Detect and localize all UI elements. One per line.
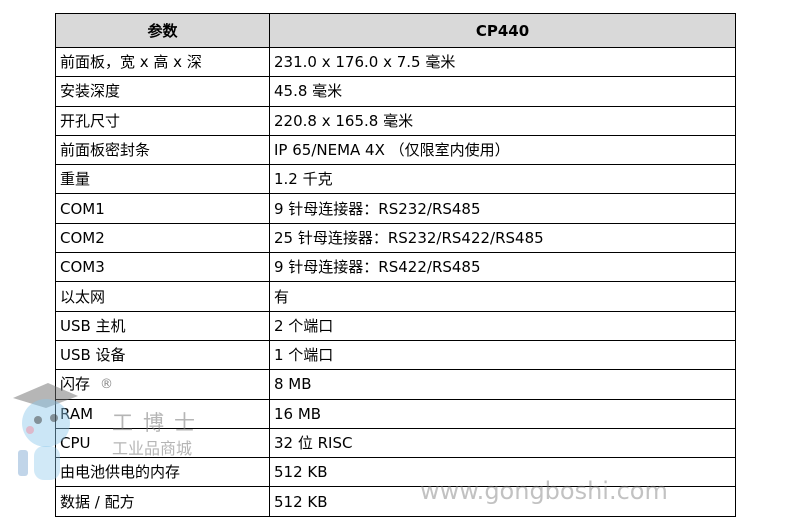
value-cell: IP 65/NEMA 4X （仅限室内使用） bbox=[269, 134, 736, 166]
parameter-text: USB 设备 bbox=[60, 346, 126, 365]
table-row: 开孔尺寸 220.8 x 165.8 毫米 bbox=[55, 105, 736, 136]
parameter-text: 重量 bbox=[60, 170, 91, 189]
parameter-cell: 由电池供电的内存 bbox=[55, 457, 270, 488]
parameter-text: USB 主机 bbox=[60, 316, 126, 335]
parameter-text: 前面板，宽 x 高 x 深 bbox=[60, 53, 202, 72]
parameter-cell: 安装深度 bbox=[55, 76, 270, 107]
registered-mark: ® bbox=[100, 377, 113, 392]
parameter-text: 以太网 bbox=[60, 287, 106, 306]
value-cell: 16 MB bbox=[269, 398, 736, 429]
value-text: 8 MB bbox=[274, 375, 312, 394]
parameter-cell: 以太网 bbox=[55, 281, 270, 312]
value-cell: 8 MB bbox=[269, 369, 736, 400]
table-row: RAM 16 MB bbox=[55, 398, 736, 429]
table-row: COM1 9 针母连接器：RS232/RS485 bbox=[55, 193, 736, 224]
table-row: 前面板，宽 x 高 x 深 231.0 x 176.0 x 7.5 毫米 bbox=[55, 46, 736, 78]
parameter-cell: USB 设备 bbox=[55, 339, 270, 371]
value-cell: 有 bbox=[269, 281, 736, 312]
parameter-text: 安装深度 bbox=[60, 82, 121, 101]
parameter-text: 闪存 bbox=[60, 375, 91, 394]
parameter-cell: 重量 bbox=[55, 164, 270, 195]
parameter-cell: 数据 / 配方 bbox=[55, 486, 270, 517]
parameter-text: 数据 / 配方 bbox=[60, 492, 135, 511]
value-text: IP 65/NEMA 4X （仅限室内使用） bbox=[274, 141, 510, 160]
table-row: 重量 1.2 千克 bbox=[55, 164, 736, 195]
spec-table: 参数 CP440 前面板，宽 x 高 x 深 231.0 x 176.0 x 7.… bbox=[55, 13, 736, 517]
parameter-cell: 闪存 bbox=[55, 369, 270, 400]
parameter-text: COM2 bbox=[60, 228, 105, 247]
value-text: 有 bbox=[274, 287, 290, 306]
value-text: 1 个端口 bbox=[274, 346, 334, 365]
parameter-text: RAM bbox=[60, 404, 94, 423]
parameter-cell: RAM bbox=[55, 398, 270, 429]
value-cell: 9 针母连接器：RS232/RS485 bbox=[269, 193, 736, 224]
parameter-cell: COM3 bbox=[55, 252, 270, 283]
table-row: CPU 32 位 RISC bbox=[55, 427, 736, 459]
parameter-cell: CPU bbox=[55, 427, 270, 459]
table-row: 前面板密封条 IP 65/NEMA 4X （仅限室内使用） bbox=[55, 134, 736, 166]
header-cp440: CP440 bbox=[269, 13, 736, 48]
parameter-text: CPU bbox=[60, 434, 91, 452]
parameter-text: 前面板密封条 bbox=[60, 141, 151, 160]
parameter-cell: 开孔尺寸 bbox=[55, 105, 270, 136]
value-cell: 45.8 毫米 bbox=[269, 76, 736, 107]
value-cell: 25 针母连接器：RS232/RS422/RS485 bbox=[269, 222, 736, 254]
table-row: 由电池供电的内存 512 KB bbox=[55, 457, 736, 488]
value-text: 32 位 RISC bbox=[274, 434, 353, 452]
value-text: 16 MB bbox=[274, 404, 322, 423]
parameter-text: COM1 bbox=[60, 199, 105, 218]
table-row: 数据 / 配方 512 KB bbox=[55, 486, 736, 517]
value-text: 25 针母连接器：RS232/RS422/RS485 bbox=[274, 228, 544, 247]
parameter-text: 开孔尺寸 bbox=[60, 111, 121, 130]
table-row: 闪存 8 MB bbox=[55, 369, 736, 400]
parameter-cell: USB 主机 bbox=[55, 310, 270, 341]
value-text: 2 个端口 bbox=[274, 316, 334, 335]
value-text: 45.8 毫米 bbox=[274, 82, 343, 101]
value-text: 220.8 x 165.8 毫米 bbox=[274, 111, 414, 130]
value-cell: 231.0 x 176.0 x 7.5 毫米 bbox=[269, 46, 736, 78]
table-row: USB 设备 1 个端口 bbox=[55, 339, 736, 371]
value-text: 9 针母连接器：RS422/RS485 bbox=[274, 258, 481, 277]
parameter-cell: 前面板密封条 bbox=[55, 134, 270, 166]
header-parameter: 参数 bbox=[55, 13, 270, 48]
value-cell: 1.2 千克 bbox=[269, 164, 736, 195]
parameter-text: COM3 bbox=[60, 258, 105, 277]
value-text: 512 KB bbox=[274, 463, 328, 482]
table-row: USB 主机 2 个端口 bbox=[55, 310, 736, 341]
value-cell: 1 个端口 bbox=[269, 339, 736, 371]
value-cell: 512 KB bbox=[269, 486, 736, 517]
value-text: 231.0 x 176.0 x 7.5 毫米 bbox=[274, 53, 456, 72]
table-row: 以太网 有 bbox=[55, 281, 736, 312]
table-row: COM3 9 针母连接器：RS422/RS485 bbox=[55, 252, 736, 283]
parameter-cell: 前面板，宽 x 高 x 深 bbox=[55, 46, 270, 78]
parameter-cell: COM2 bbox=[55, 222, 270, 254]
table-row: COM2 25 针母连接器：RS232/RS422/RS485 bbox=[55, 222, 736, 254]
parameter-cell: COM1 bbox=[55, 193, 270, 224]
value-cell: 512 KB bbox=[269, 457, 736, 488]
table-row: 安装深度 45.8 毫米 bbox=[55, 76, 736, 107]
value-cell: 220.8 x 165.8 毫米 bbox=[269, 105, 736, 136]
value-cell: 9 针母连接器：RS422/RS485 bbox=[269, 252, 736, 283]
value-text: 1.2 千克 bbox=[274, 170, 333, 189]
value-text: 9 针母连接器：RS232/RS485 bbox=[274, 199, 481, 218]
parameter-text: 由电池供电的内存 bbox=[60, 463, 181, 482]
value-cell: 32 位 RISC bbox=[269, 427, 736, 459]
value-cell: 2 个端口 bbox=[269, 310, 736, 341]
table-header-row: 参数 CP440 bbox=[55, 13, 736, 48]
value-text: 512 KB bbox=[274, 492, 328, 511]
